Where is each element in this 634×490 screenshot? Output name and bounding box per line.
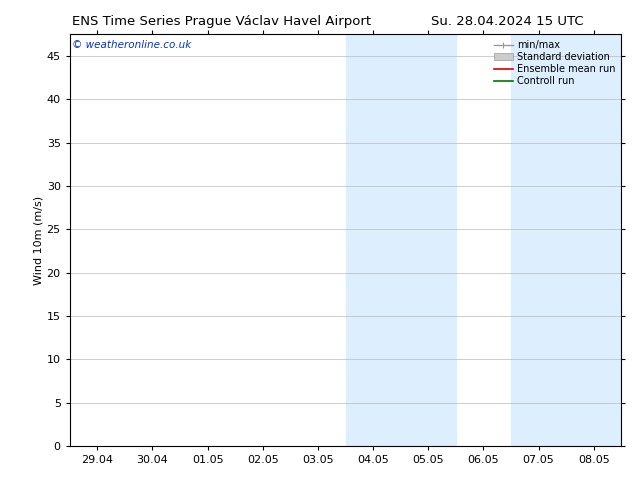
Legend: min/max, Standard deviation, Ensemble mean run, Controll run: min/max, Standard deviation, Ensemble me… <box>489 36 619 90</box>
Text: ENS Time Series Prague Václav Havel Airport: ENS Time Series Prague Václav Havel Airp… <box>72 15 372 28</box>
Bar <box>346 34 456 446</box>
Y-axis label: Wind 10m (m/s): Wind 10m (m/s) <box>34 196 44 285</box>
Bar <box>511 34 621 446</box>
Text: Su. 28.04.2024 15 UTC: Su. 28.04.2024 15 UTC <box>431 15 583 28</box>
Text: © weatheronline.co.uk: © weatheronline.co.uk <box>72 41 191 50</box>
